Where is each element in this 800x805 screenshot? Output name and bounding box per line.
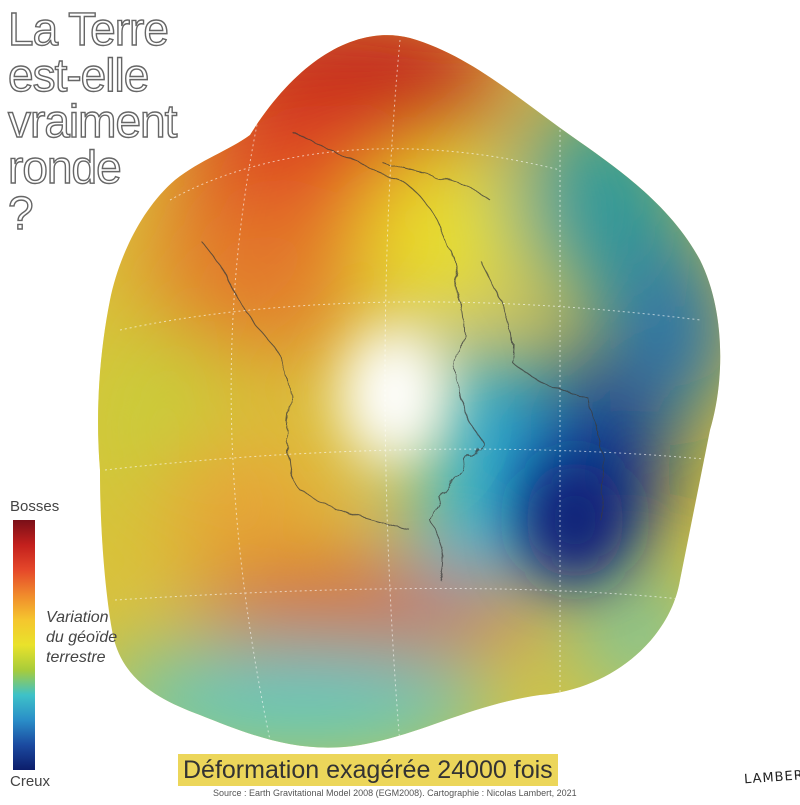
legend-bottom-label: Creux — [10, 773, 51, 790]
legend-color-bar — [13, 520, 35, 770]
legend-title-line: terrestre — [46, 649, 106, 666]
source-credit: Source : Earth Gravitational Model 2008 … — [213, 788, 577, 798]
legend-title-line: Variation — [46, 609, 109, 626]
title-line: La Terre — [7, 3, 169, 55]
title-line: vraiment — [7, 95, 178, 147]
title-line: ronde — [7, 141, 122, 193]
subtitle: Déformation exagérée 24000 fois — [178, 754, 558, 786]
legend-top-label: Bosses — [10, 498, 60, 515]
title-line: est-elle — [7, 49, 150, 101]
title-line: ? — [7, 187, 34, 239]
legend-title: Variation du géoïde terrestre — [46, 608, 117, 668]
page-title: La Terre est-elle vraiment ronde ? — [7, 3, 178, 239]
legend-title-line: du géoïde — [46, 629, 118, 646]
